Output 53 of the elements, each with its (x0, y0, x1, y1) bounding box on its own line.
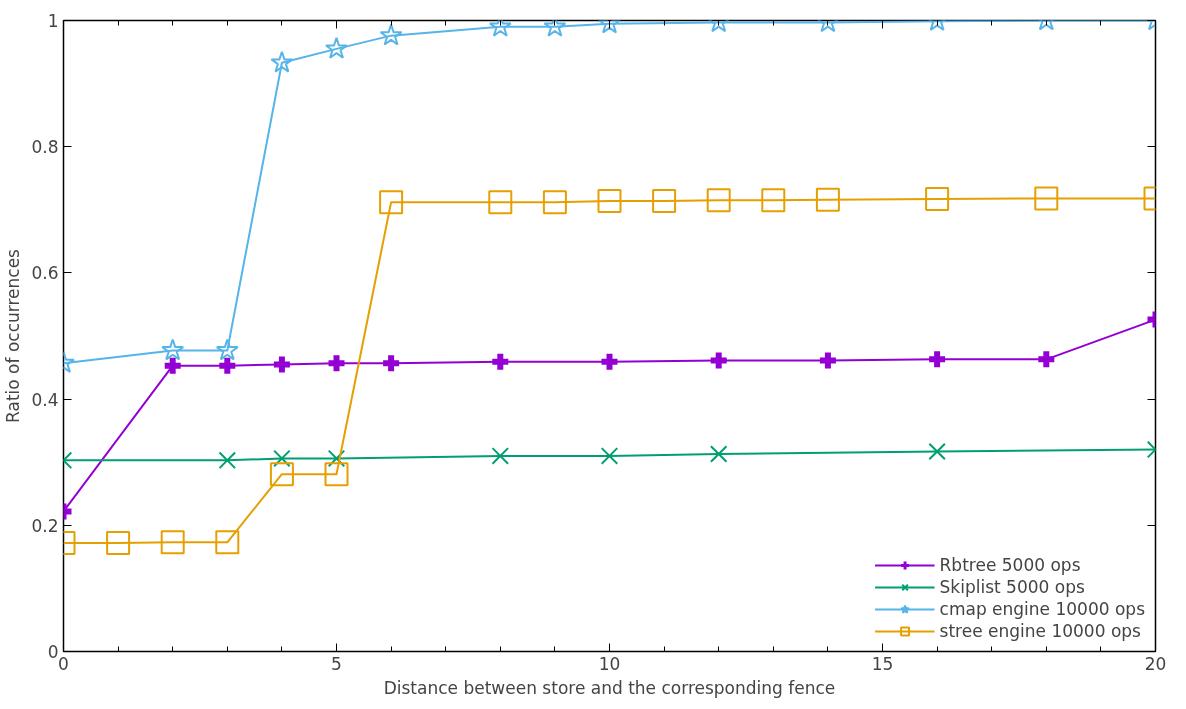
point (706, 188, 731, 213)
x-tick-label: 20 (1144, 653, 1167, 674)
point (600, 447, 619, 465)
point (327, 449, 346, 468)
point (929, 351, 946, 368)
legend-label: stree engine 10000 ops (939, 621, 1141, 641)
point (1034, 186, 1059, 211)
point (160, 530, 185, 555)
point (652, 188, 677, 213)
point (710, 352, 727, 369)
point (488, 190, 513, 215)
point (379, 23, 403, 46)
point (218, 451, 237, 470)
point (164, 357, 181, 374)
x-tick-label: 10 (598, 653, 621, 674)
x-tick-label: 15 (871, 653, 894, 674)
point (492, 353, 509, 370)
point (1038, 351, 1055, 368)
y-tick-label: 0.6 (31, 263, 59, 284)
point (328, 355, 345, 372)
point (928, 442, 946, 461)
point (161, 338, 185, 361)
point (491, 447, 510, 465)
point (273, 356, 290, 373)
point (325, 36, 348, 59)
y-tick-label: 1 (47, 11, 59, 31)
point (106, 530, 131, 555)
point (761, 188, 786, 213)
point (379, 190, 404, 215)
y-axis-title: Ratio of occurrences (3, 248, 24, 423)
point (597, 188, 622, 213)
point (383, 355, 400, 372)
x-axis-title: Distance between store and the corresponding fence (383, 677, 836, 698)
point (819, 352, 836, 369)
x-tick-label: 5 (331, 653, 342, 674)
point (219, 357, 236, 374)
point (925, 187, 950, 212)
point (215, 530, 240, 555)
legend-label: cmap engine 10000 ops (939, 599, 1145, 619)
point (542, 190, 567, 215)
y-tick-label: 0.8 (31, 137, 59, 158)
point (273, 449, 291, 468)
y-tick-label: 0.2 (31, 515, 59, 536)
point (324, 462, 349, 487)
point (601, 353, 618, 370)
point (215, 338, 239, 361)
legend-label: Skiplist 5000 ops (939, 577, 1085, 597)
legend-label: Rbtree 5000 ops (939, 555, 1081, 575)
y-tick-label: 0.4 (31, 389, 59, 410)
point (815, 187, 840, 212)
point (270, 50, 294, 73)
point (269, 462, 294, 487)
point (709, 445, 728, 463)
